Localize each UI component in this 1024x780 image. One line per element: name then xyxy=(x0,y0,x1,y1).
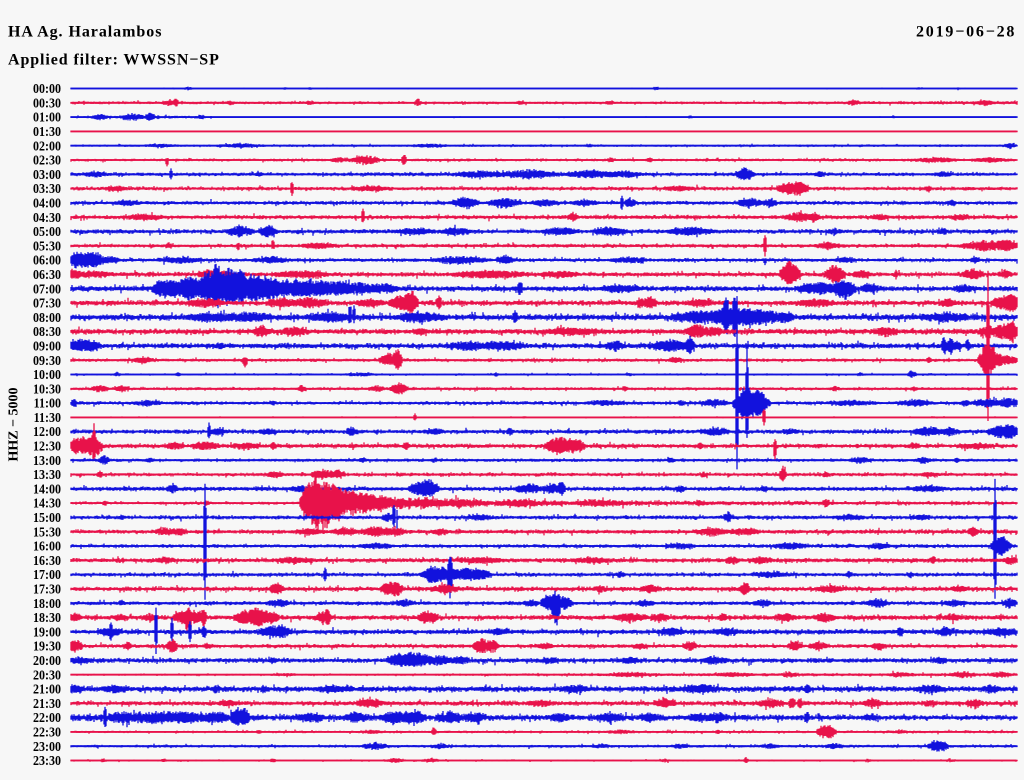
svg-text:11:30: 11:30 xyxy=(34,409,61,425)
svg-text:17:00: 17:00 xyxy=(33,566,61,582)
svg-text:01:30: 01:30 xyxy=(33,123,61,139)
svg-text:00:30: 00:30 xyxy=(33,95,61,111)
svg-text:12:30: 12:30 xyxy=(33,438,61,454)
svg-text:10:30: 10:30 xyxy=(33,381,61,397)
svg-text:10:00: 10:00 xyxy=(33,366,61,382)
svg-text:23:30: 23:30 xyxy=(33,752,61,768)
svg-text:11:00: 11:00 xyxy=(34,395,61,411)
svg-text:22:30: 22:30 xyxy=(33,724,61,740)
svg-text:19:30: 19:30 xyxy=(33,638,61,654)
svg-text:23:00: 23:00 xyxy=(33,738,61,754)
svg-text:14:00: 14:00 xyxy=(33,481,61,497)
svg-text:09:00: 09:00 xyxy=(33,338,61,354)
svg-text:Applied filter: WWSSN−SP: Applied filter: WWSSN−SP xyxy=(8,52,220,69)
svg-text:17:30: 17:30 xyxy=(33,581,61,597)
svg-text:16:00: 16:00 xyxy=(33,538,61,554)
svg-text:08:00: 08:00 xyxy=(33,309,61,325)
svg-text:07:00: 07:00 xyxy=(33,280,61,296)
svg-text:21:00: 21:00 xyxy=(33,681,61,697)
svg-text:19:00: 19:00 xyxy=(33,624,61,640)
svg-text:04:00: 04:00 xyxy=(33,195,61,211)
svg-text:02:00: 02:00 xyxy=(33,137,61,153)
svg-text:09:30: 09:30 xyxy=(33,352,61,368)
svg-text:06:30: 06:30 xyxy=(33,266,61,282)
svg-text:12:00: 12:00 xyxy=(33,423,61,439)
svg-text:02:30: 02:30 xyxy=(33,152,61,168)
svg-text:HHZ − 5000: HHZ − 5000 xyxy=(7,387,22,461)
svg-text:05:00: 05:00 xyxy=(33,223,61,239)
svg-text:15:00: 15:00 xyxy=(33,509,61,525)
svg-text:06:00: 06:00 xyxy=(33,252,61,268)
svg-text:03:00: 03:00 xyxy=(33,166,61,182)
svg-text:22:00: 22:00 xyxy=(33,709,61,725)
svg-text:18:30: 18:30 xyxy=(33,609,61,625)
svg-text:2019−06−28: 2019−06−28 xyxy=(916,23,1016,40)
svg-text:15:30: 15:30 xyxy=(33,523,61,539)
svg-text:07:30: 07:30 xyxy=(33,295,61,311)
svg-text:13:00: 13:00 xyxy=(33,452,61,468)
svg-text:01:00: 01:00 xyxy=(33,109,61,125)
svg-text:08:30: 08:30 xyxy=(33,323,61,339)
svg-text:18:00: 18:00 xyxy=(33,595,61,611)
svg-text:HA Ag. Haralambos: HA Ag. Haralambos xyxy=(8,24,162,41)
svg-text:14:30: 14:30 xyxy=(33,495,61,511)
svg-text:16:30: 16:30 xyxy=(33,552,61,568)
svg-text:21:30: 21:30 xyxy=(33,695,61,711)
svg-text:13:30: 13:30 xyxy=(33,466,61,482)
svg-text:05:30: 05:30 xyxy=(33,238,61,254)
svg-text:03:30: 03:30 xyxy=(33,180,61,196)
svg-text:20:00: 20:00 xyxy=(33,652,61,668)
svg-text:04:30: 04:30 xyxy=(33,209,61,225)
svg-text:00:00: 00:00 xyxy=(33,80,61,96)
svg-text:20:30: 20:30 xyxy=(33,666,61,682)
